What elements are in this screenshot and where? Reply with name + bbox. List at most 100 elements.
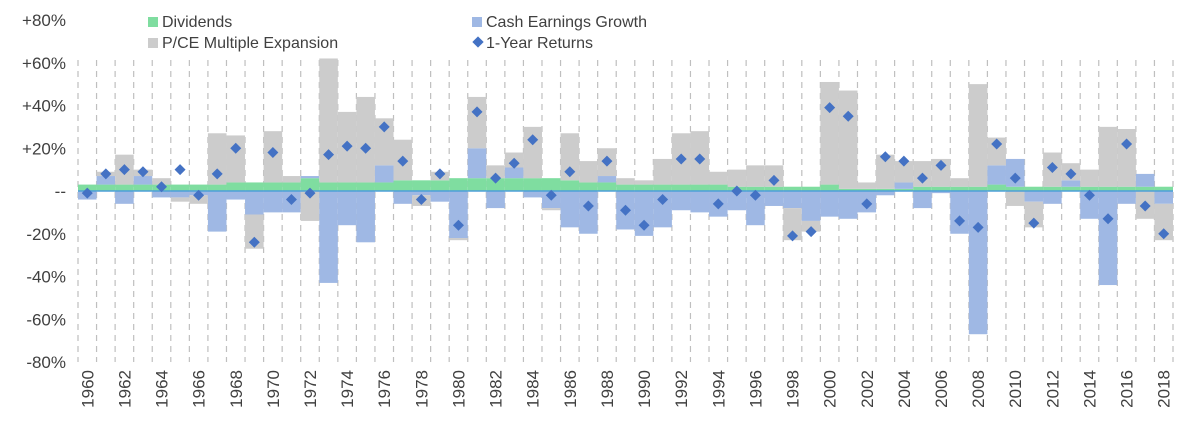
return-marker bbox=[842, 110, 854, 122]
x-tick-label: 2002 bbox=[858, 370, 877, 408]
return-marker bbox=[1028, 217, 1040, 229]
bar-pce-multiple-expansion bbox=[486, 165, 505, 179]
x-tick-label: 2018 bbox=[1155, 370, 1174, 408]
bar-dividends bbox=[1098, 186, 1118, 191]
bar-dividends bbox=[393, 180, 413, 191]
bar-cash-earnings-growth bbox=[913, 191, 932, 209]
bar-dividends bbox=[337, 182, 357, 191]
return-marker bbox=[657, 194, 669, 206]
bar-cash-earnings-growth bbox=[170, 191, 190, 198]
bar-dividends bbox=[1135, 186, 1155, 191]
bar-pce-multiple-expansion bbox=[449, 238, 468, 241]
bar-pce-multiple-expansion bbox=[579, 161, 598, 183]
return-marker bbox=[360, 142, 372, 154]
bar-pce-multiple-expansion bbox=[876, 154, 895, 189]
bar-pce-multiple-expansion bbox=[894, 161, 914, 183]
bar-dividends bbox=[857, 188, 877, 191]
bar-dividends bbox=[876, 188, 895, 191]
bar-cash-earnings-growth bbox=[337, 191, 357, 226]
return-marker bbox=[156, 181, 168, 193]
bar-dividends bbox=[245, 182, 264, 191]
bar-cash-earnings-growth bbox=[1117, 191, 1136, 204]
legend: Dividends Cash Earnings Growth P/CE Mult… bbox=[148, 14, 647, 52]
x-tick-label: 1964 bbox=[153, 370, 172, 408]
bar-dividends bbox=[801, 186, 821, 191]
return-marker bbox=[545, 189, 557, 201]
bar-dividends bbox=[1154, 186, 1173, 191]
return-marker bbox=[731, 185, 743, 197]
bar-dividends bbox=[894, 188, 914, 191]
bar-dividends bbox=[671, 184, 691, 191]
bar-cash-earnings-growth bbox=[820, 191, 839, 217]
y-tick-label: -40% bbox=[26, 268, 66, 287]
x-tick-label: 1990 bbox=[635, 370, 654, 408]
x-tick-label: 2012 bbox=[1043, 370, 1062, 408]
return-marker bbox=[1065, 168, 1077, 180]
bar-cash-earnings-growth bbox=[152, 191, 171, 198]
bar-dividends bbox=[560, 180, 580, 191]
x-tick-label: 2000 bbox=[821, 370, 840, 408]
return-marker bbox=[787, 230, 799, 242]
legend-label-pce-multiple-expansion: P/CE Multiple Expansion bbox=[162, 35, 338, 52]
bar-cash-earnings-growth bbox=[987, 165, 1006, 185]
bar-cash-earnings-growth bbox=[430, 191, 450, 202]
bar-cash-earnings-growth bbox=[1135, 173, 1155, 187]
legend-item-cash-earnings-growth: Cash Earnings Growth bbox=[472, 14, 647, 31]
x-tick-label: 1974 bbox=[338, 370, 357, 408]
bar-dividends bbox=[133, 184, 153, 191]
bar-cash-earnings-growth bbox=[801, 191, 821, 221]
bar-pce-multiple-expansion bbox=[838, 90, 858, 189]
y-axis: -80% -60% -40% -20% -- +20% +40% +60% +80% bbox=[22, 11, 66, 372]
return-marker bbox=[81, 187, 93, 199]
return-marker bbox=[397, 155, 409, 167]
bar-dividends bbox=[746, 186, 765, 191]
bar-dividends bbox=[467, 178, 487, 191]
bar-pce-multiple-expansion bbox=[300, 191, 320, 221]
bar-cash-earnings-growth bbox=[504, 167, 524, 179]
bar-pce-multiple-expansion bbox=[1080, 169, 1099, 187]
x-tick-label: 1992 bbox=[672, 370, 691, 408]
bar-cash-earnings-growth bbox=[1024, 191, 1044, 202]
legend-item-returns: 1-Year Returns bbox=[472, 35, 593, 52]
bar-cash-earnings-growth bbox=[783, 191, 802, 209]
bar-pce-multiple-expansion bbox=[319, 58, 338, 183]
bar-cash-earnings-growth bbox=[486, 191, 505, 209]
bar-cash-earnings-growth bbox=[449, 191, 468, 239]
legend-item-dividends: Dividends bbox=[148, 14, 232, 31]
x-tick-label: 2010 bbox=[1006, 370, 1025, 408]
return-marker bbox=[805, 226, 817, 238]
bar-dividends bbox=[374, 182, 394, 191]
x-tick-label: 1994 bbox=[709, 370, 728, 408]
return-marker bbox=[490, 172, 502, 184]
legend-swatch-dividends bbox=[148, 17, 158, 27]
x-tick-label: 1984 bbox=[524, 370, 543, 408]
bar-cash-earnings-growth bbox=[1098, 191, 1118, 286]
bar-dividends bbox=[319, 182, 338, 191]
bar-pce-multiple-expansion bbox=[634, 180, 654, 185]
bar-dividends bbox=[634, 184, 654, 191]
legend-swatch-cash-earnings-growth bbox=[472, 17, 482, 27]
bar-dividends bbox=[1080, 186, 1099, 191]
bar-cash-earnings-growth bbox=[319, 191, 338, 283]
bar-dividends bbox=[449, 178, 468, 191]
bar-cash-earnings-growth bbox=[1154, 191, 1173, 204]
x-tick-label: 1962 bbox=[115, 370, 134, 408]
return-marker bbox=[620, 204, 631, 216]
bar-cash-earnings-growth bbox=[374, 165, 394, 183]
bar-dividends bbox=[764, 186, 784, 191]
y-tick-label: +80% bbox=[22, 11, 66, 30]
bar-pce-multiple-expansion bbox=[282, 176, 301, 183]
bar-cash-earnings-growth bbox=[894, 182, 914, 189]
return-marker bbox=[1121, 138, 1133, 150]
y-tick-label: +60% bbox=[22, 54, 66, 73]
y-tick-label: -80% bbox=[26, 353, 66, 372]
bar-dividends bbox=[1005, 186, 1025, 191]
return-marker bbox=[527, 134, 539, 146]
return-marker bbox=[694, 153, 706, 165]
bar-dividends bbox=[170, 184, 190, 191]
return-marker bbox=[638, 219, 650, 231]
bar-dividends bbox=[950, 186, 969, 191]
bar-cash-earnings-growth bbox=[950, 191, 969, 234]
bar-dividends bbox=[616, 184, 635, 191]
